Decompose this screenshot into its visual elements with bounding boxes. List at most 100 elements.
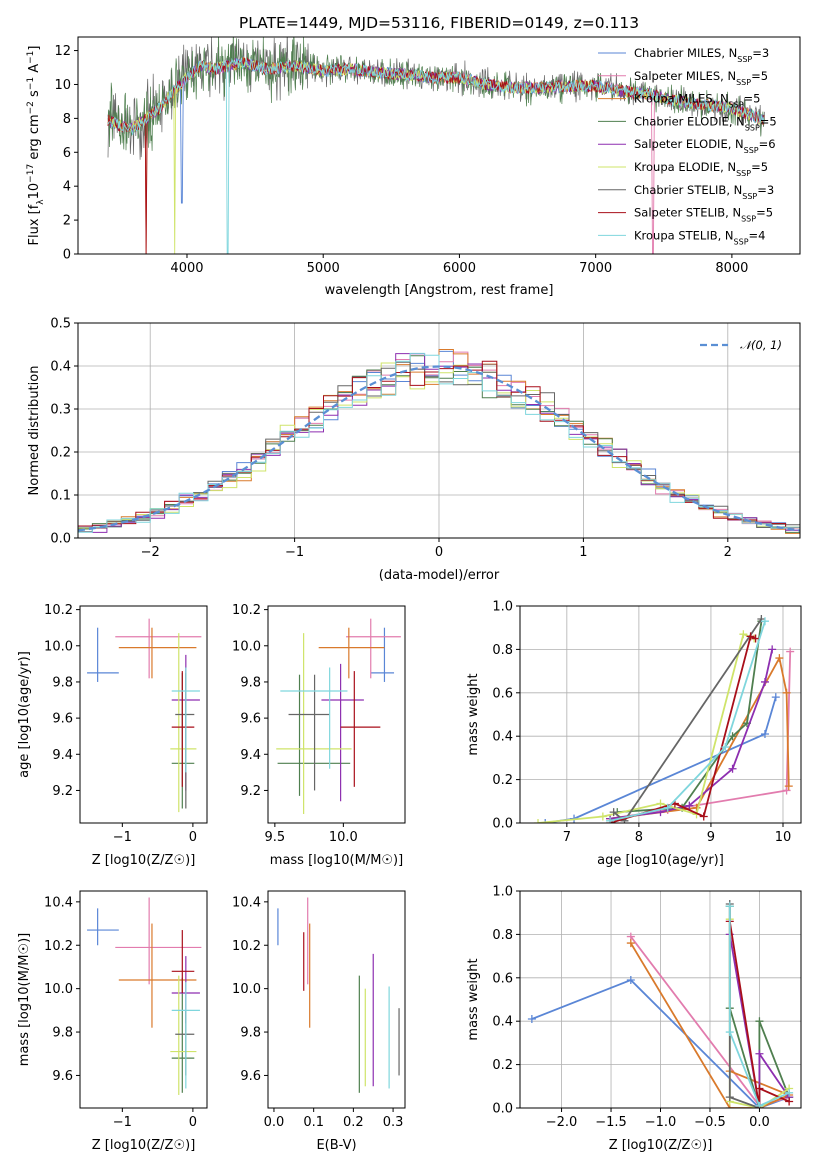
legend-label: Chabrier ELODIE, NSSP=5 bbox=[634, 114, 777, 131]
ylabel-part: −1 bbox=[26, 77, 36, 90]
y-tick-label: 9.8 bbox=[52, 675, 73, 690]
weight-marker bbox=[782, 688, 791, 697]
weight-marker bbox=[699, 812, 708, 821]
residuals-panel: −2 −1 0 1 2 0.0 0.1 0.2 0.3 0.4 0.5 (data-model)/er… bbox=[27, 317, 801, 583]
x-tick-label: 10 bbox=[775, 830, 792, 845]
spectrum-panel: 4000 5000 6000 7000 8000 0 2 4 6 8 10 12 PLATE=1449,… bbox=[26, 14, 801, 298]
weight-marker bbox=[760, 677, 769, 686]
x-tick-label: 7 bbox=[563, 830, 571, 845]
x-tick-label: 0.0 bbox=[264, 1115, 285, 1130]
y-tick-label: 0.4 bbox=[492, 1015, 513, 1030]
spectrum-ylabel: Flux [fλ10−17 erg cm−2 s−1 A−1] bbox=[26, 46, 46, 246]
legend-label: 𝒩(0, 1) bbox=[740, 338, 782, 352]
ylabel-part: Flux [f bbox=[27, 204, 42, 245]
gaussian-curve bbox=[78, 365, 800, 532]
y-tick-label: 1.0 bbox=[492, 600, 513, 615]
mass_vs_Z-ylabel: mass [log10(M/M☉)] bbox=[17, 933, 32, 1066]
y-tick-label: 9.2 bbox=[52, 784, 73, 799]
legend-label-text: Salpeter STELIB, N bbox=[634, 206, 741, 220]
legend-label-sub: SSP bbox=[742, 191, 757, 200]
x-tick-label: 8000 bbox=[715, 261, 748, 276]
legend-label-text: Kroupa MILES, N bbox=[634, 92, 729, 106]
spectrum-line-8 bbox=[107, 57, 765, 254]
y-tick-label: 10 bbox=[54, 78, 71, 93]
mass_weight_vs_Z-xlabel: Z [log10(Z/Z☉)] bbox=[609, 1138, 713, 1153]
weight-marker bbox=[775, 654, 784, 663]
weight-lines bbox=[534, 615, 795, 823]
legend-label-n: =5 bbox=[760, 114, 777, 128]
y-tick-label: 0.3 bbox=[50, 403, 71, 418]
weight-marker bbox=[760, 617, 769, 626]
ylabel-part: −2 bbox=[26, 101, 36, 114]
weight-marker bbox=[721, 743, 730, 752]
y-tick-label: 0.5 bbox=[50, 317, 71, 332]
errorbars bbox=[277, 897, 400, 1093]
weight-marker bbox=[606, 816, 615, 823]
y-tick-label: 0.4 bbox=[50, 360, 71, 375]
x-tick-label: −1.0 bbox=[645, 1115, 677, 1130]
histograms bbox=[78, 349, 800, 537]
y-tick-label: 10.0 bbox=[232, 982, 261, 997]
y-tick-label: 0.0 bbox=[492, 1102, 513, 1117]
ylabel-part: ] bbox=[27, 46, 42, 51]
ylabel-part: erg cm bbox=[27, 114, 42, 163]
x-tick-label: 0 bbox=[189, 1115, 197, 1130]
axes-frame bbox=[267, 890, 406, 1109]
y-tick-label: 10.0 bbox=[44, 982, 73, 997]
axes-frame bbox=[267, 605, 406, 824]
axes-frame bbox=[519, 605, 802, 824]
ylabel-part: A bbox=[27, 64, 42, 77]
y-tick-label: 0 bbox=[63, 248, 71, 263]
x-tick-label: 8 bbox=[635, 830, 643, 845]
weight-line-2 bbox=[630, 942, 792, 1108]
legend-label-sub: SSP bbox=[744, 146, 759, 155]
weight-marker bbox=[785, 1088, 794, 1097]
mass_vs_Z-xlabel: Z [log10(Z/Z☉)] bbox=[92, 1138, 196, 1153]
weight-marker bbox=[746, 632, 755, 641]
legend-label: Salpeter MILES, NSSP=5 bbox=[634, 69, 768, 87]
x-tick-label: −1 bbox=[285, 545, 304, 560]
weight-marker bbox=[751, 634, 760, 643]
x-tick-label: 0 bbox=[435, 545, 443, 560]
y-tick-label: 9.2 bbox=[240, 784, 261, 799]
legend-label: Chabrier MILES, NSSP=3 bbox=[634, 46, 769, 64]
ylabel-part: 10 bbox=[27, 183, 42, 200]
legend-label-text: Kroupa ELODIE, N bbox=[634, 160, 736, 174]
age_vs_Z-ylabel: age [log10(age/yr)] bbox=[17, 651, 32, 778]
y-tick-label: 10.2 bbox=[232, 939, 261, 954]
x-tick-label: 0.2 bbox=[343, 1115, 364, 1130]
x-tick-label: 1 bbox=[579, 545, 587, 560]
mass_weight_vs_age-ylabel: mass weight bbox=[466, 673, 481, 755]
weight-marker bbox=[755, 1017, 764, 1026]
weight-marker bbox=[656, 799, 665, 808]
mass_vs_ebv-xlabel: E(B-V) bbox=[316, 1138, 356, 1153]
weight-marker bbox=[598, 812, 607, 821]
age_vs_Z-xlabel: Z [log10(Z/Z☉)] bbox=[92, 853, 196, 868]
y-tick-label: 4 bbox=[63, 180, 71, 195]
legend-label-n: =3 bbox=[757, 183, 774, 197]
y-tick-label: 0.8 bbox=[492, 643, 513, 658]
y-tick-label: 0.2 bbox=[50, 446, 71, 461]
y-tick-label: 0.2 bbox=[492, 773, 513, 788]
ylabel-part: λ bbox=[36, 199, 46, 205]
weight-line-8 bbox=[728, 906, 790, 1107]
legend-label: Chabrier STELIB, NSSP=3 bbox=[634, 183, 774, 201]
y-tick-label: 9.6 bbox=[52, 1069, 73, 1084]
legend-label: Salpeter STELIB, NSSP=5 bbox=[634, 206, 773, 224]
x-tick-label: 0 bbox=[189, 830, 197, 845]
legend-label-n: =4 bbox=[749, 228, 766, 242]
mass_weight_vs_Z-panel: −2.0 −1.5 −1.0 −0.5 0.0 0.0 0.2 0.4 0.6 0.8 1.0 Z [… bbox=[466, 885, 802, 1153]
mass_weight_vs_age-xlabel: age [log10(age/yr)] bbox=[597, 853, 724, 868]
spectrum-title: PLATE=1449, MJD=53116, FIBERID=0149, z=0… bbox=[239, 14, 639, 32]
y-tick-label: 0.6 bbox=[492, 686, 513, 701]
legend-label: Kroupa MILES, NSSP=5 bbox=[634, 92, 760, 110]
weight-marker bbox=[760, 730, 769, 739]
legend-label-text: Kroupa STELIB, N bbox=[634, 228, 734, 242]
weight-marker bbox=[768, 645, 777, 654]
ylabel-part: −17 bbox=[26, 164, 36, 183]
y-tick-label: 1.0 bbox=[492, 885, 513, 900]
x-tick-label: −1.5 bbox=[595, 1115, 627, 1130]
weight-marker bbox=[784, 782, 793, 791]
y-tick-label: 9.6 bbox=[52, 712, 73, 727]
axes-frame bbox=[77, 322, 801, 539]
